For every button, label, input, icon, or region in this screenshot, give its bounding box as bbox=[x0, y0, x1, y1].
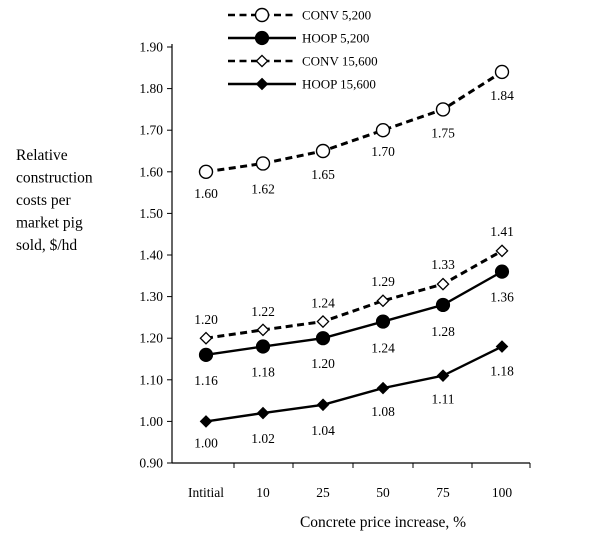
data-label: 1.11 bbox=[431, 392, 454, 407]
y-axis-label-line: costs per bbox=[16, 192, 72, 209]
y-tick-label: 1.40 bbox=[139, 248, 163, 263]
series-1-point bbox=[435, 102, 451, 117]
x-tick-label: 25 bbox=[316, 485, 330, 500]
y-tick-label: 1.20 bbox=[139, 331, 163, 346]
data-label: 1.62 bbox=[251, 181, 275, 196]
data-label: 1.00 bbox=[194, 435, 218, 450]
data-label: 1.75 bbox=[431, 125, 455, 140]
y-tick-label: 1.50 bbox=[139, 206, 163, 221]
data-label: 1.65 bbox=[311, 167, 335, 182]
series-4-point bbox=[199, 415, 213, 428]
series-2-point bbox=[494, 264, 510, 279]
series-line-2 bbox=[205, 270, 503, 357]
series-2-point bbox=[435, 297, 451, 313]
data-label: 1.29 bbox=[371, 274, 395, 289]
data-label: 1.18 bbox=[251, 365, 275, 380]
data-label: 1.41 bbox=[490, 224, 514, 239]
data-label: 1.24 bbox=[371, 341, 395, 356]
data-label: 1.18 bbox=[490, 364, 514, 379]
series-1-point bbox=[494, 64, 510, 80]
data-label: 1.04 bbox=[311, 423, 335, 438]
x-tick-label: 100 bbox=[492, 485, 513, 500]
series-3-point bbox=[256, 323, 270, 337]
y-tick-label: 0.90 bbox=[139, 456, 163, 471]
series-3-point bbox=[316, 315, 330, 329]
series-markers bbox=[198, 64, 510, 428]
series-1-point bbox=[255, 156, 271, 171]
y-axis-label: Relative construction costs per market pig s… bbox=[16, 147, 93, 254]
series-4-point bbox=[495, 340, 509, 353]
data-label: 1.36 bbox=[490, 290, 514, 305]
x-axis-label: Concrete price increase, % bbox=[300, 514, 466, 531]
series-3-point bbox=[376, 294, 390, 308]
data-label: 1.60 bbox=[194, 186, 218, 201]
data-label: 1.24 bbox=[311, 296, 335, 311]
legend-label: CONV 5,200 bbox=[302, 8, 371, 23]
legend-label: HOOP 15,600 bbox=[302, 77, 376, 92]
x-tick-label: Intitial bbox=[188, 485, 224, 500]
y-axis-label-line: construction bbox=[16, 170, 93, 187]
data-label: 1.28 bbox=[431, 324, 455, 339]
y-tick-label: 1.70 bbox=[139, 123, 163, 138]
series-2-point bbox=[315, 331, 331, 346]
series-3-point bbox=[436, 277, 450, 291]
legend-marker bbox=[255, 77, 269, 91]
y-tick-label: 1.30 bbox=[139, 289, 163, 304]
data-label: 1.08 bbox=[371, 404, 395, 419]
data-label: 1.20 bbox=[311, 356, 335, 371]
series-line-3 bbox=[205, 249, 503, 340]
series-2-point bbox=[255, 339, 271, 354]
series-4-point bbox=[376, 381, 390, 395]
series-2-point bbox=[198, 347, 214, 362]
x-tick-label: 10 bbox=[256, 485, 270, 500]
data-label: 1.02 bbox=[251, 431, 275, 446]
series-3-point bbox=[495, 244, 509, 258]
data-label: 1.33 bbox=[431, 257, 455, 272]
axes: 0.90 1.00 1.10 1.20 1.30 1.40 1.50 1.60 1.70 1.80… bbox=[139, 40, 531, 500]
y-axis-label-line: Relative bbox=[16, 147, 68, 164]
series-1-point bbox=[198, 164, 214, 180]
series-2-point bbox=[375, 314, 391, 329]
legend-label: HOOP 5,200 bbox=[302, 31, 369, 46]
y-tick-label: 1.90 bbox=[139, 40, 163, 55]
data-labels: 1.60 1.62 1.65 1.70 1.75 1.84 1.16 1.18 1.20 1.24… bbox=[194, 88, 514, 450]
x-tick-label: 50 bbox=[376, 485, 390, 500]
legend: CONV 5,200 HOOP 5,200 CONV 15,600 HOOP 15,6… bbox=[228, 8, 378, 92]
y-axis-label-line: market pig bbox=[16, 215, 83, 232]
series-3-point bbox=[199, 331, 213, 345]
legend-marker bbox=[254, 30, 270, 46]
series-line-1 bbox=[205, 70, 503, 174]
series-1-point bbox=[375, 122, 391, 138]
series-1-point bbox=[315, 143, 331, 159]
legend-label: CONV 15,600 bbox=[302, 54, 378, 69]
x-tick-label: 75 bbox=[436, 485, 450, 500]
data-label: 1.22 bbox=[251, 304, 275, 319]
data-label: 1.70 bbox=[371, 144, 395, 159]
series-4-point bbox=[256, 406, 270, 420]
series-4-point bbox=[316, 398, 330, 412]
data-label: 1.84 bbox=[490, 88, 514, 103]
legend-marker bbox=[254, 7, 270, 23]
legend-marker bbox=[255, 54, 269, 68]
y-axis-label-line: sold, $/hd bbox=[16, 237, 77, 254]
y-tick-label: 1.00 bbox=[139, 414, 163, 429]
series-lines bbox=[205, 70, 503, 423]
series-line-4 bbox=[205, 345, 503, 423]
y-tick-label: 1.10 bbox=[139, 372, 163, 387]
data-label: 1.16 bbox=[194, 373, 218, 388]
y-tick-label: 1.80 bbox=[139, 81, 163, 96]
data-label: 1.20 bbox=[194, 312, 218, 327]
series-4-point bbox=[436, 369, 450, 382]
y-tick-label: 1.60 bbox=[139, 164, 163, 179]
